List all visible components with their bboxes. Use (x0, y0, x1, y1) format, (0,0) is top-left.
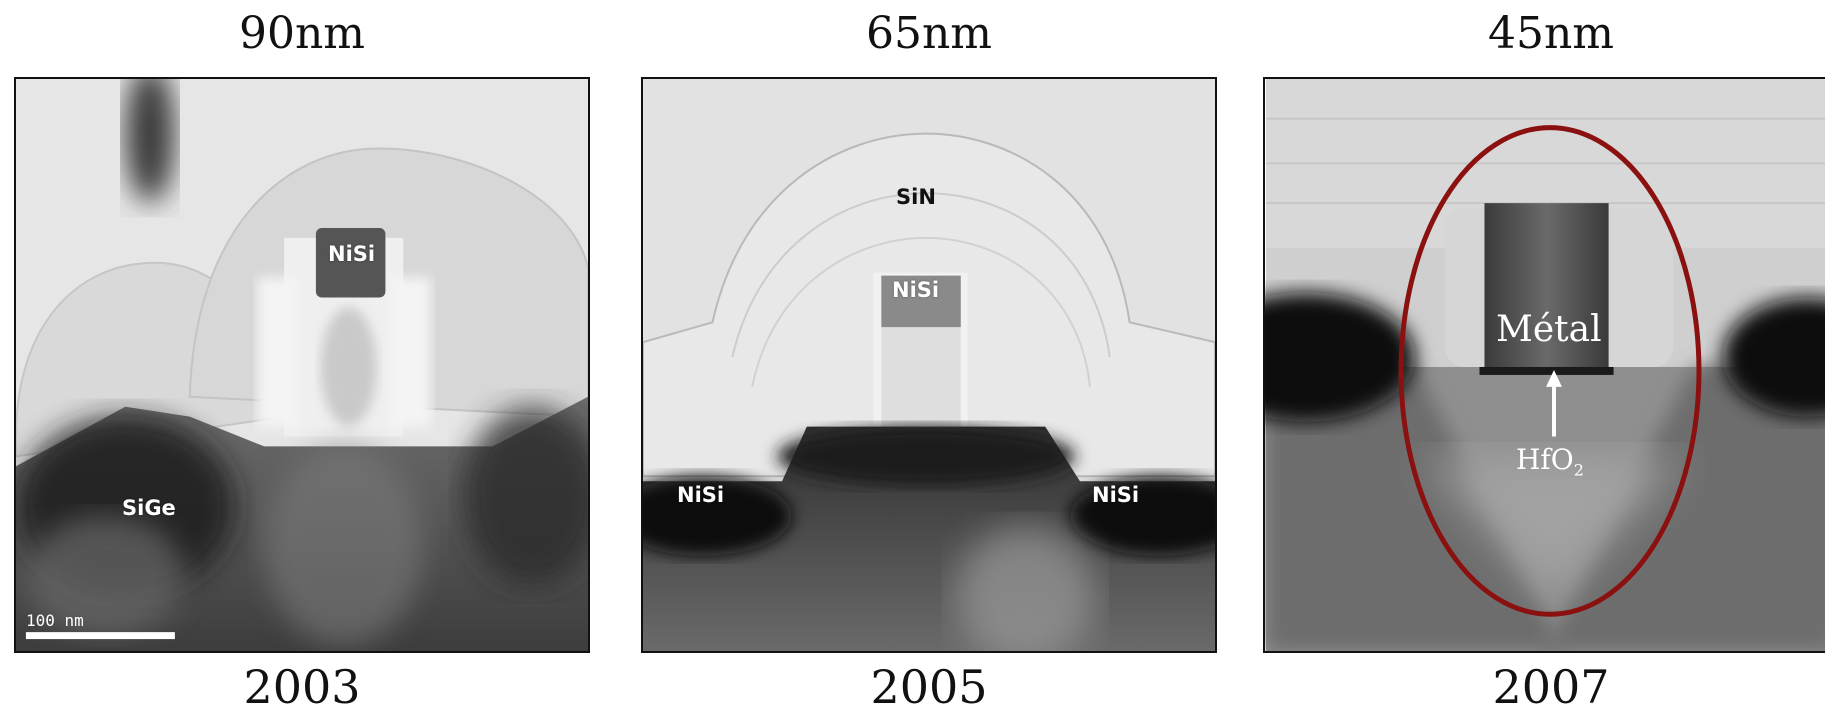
node-label-90nm: 90nm (238, 8, 366, 59)
tem-image-45nm: Métal HfO2 (1263, 77, 1825, 653)
label-nisi-left: NiSi (677, 483, 725, 507)
label-sige: SiGe (122, 496, 176, 520)
scale-bar-label: 100 nm (26, 611, 84, 630)
arrow-head (1546, 369, 1562, 387)
tem-45nm-graphic (1265, 79, 1825, 651)
hfo2-base: HfO (1516, 443, 1574, 476)
node-label-45nm: 45nm (1487, 8, 1615, 59)
label-nisi-right: NiSi (1092, 483, 1140, 507)
tem-90nm-graphic (16, 79, 588, 651)
label-nisi-gate-90nm: NiSi (328, 242, 376, 266)
tem-image-90nm: NiSi SiGe 100 nm (14, 77, 590, 653)
label-nisi-gate-65nm: NiSi (892, 278, 940, 302)
node-label-65nm: 65nm (865, 8, 993, 59)
label-metal: Métal (1496, 309, 1602, 350)
tem-65nm-graphic (643, 79, 1215, 651)
hfo2-subscript: 2 (1573, 460, 1584, 480)
year-label-2005: 2005 (870, 660, 988, 714)
year-label-2007: 2007 (1492, 660, 1610, 714)
highlight-ellipse (1398, 125, 1702, 617)
label-sin: SiN (896, 185, 936, 209)
year-label-2003: 2003 (243, 660, 361, 714)
label-hfo2: HfO2 (1516, 443, 1584, 480)
scale-bar (25, 632, 175, 640)
tem-image-65nm: SiN NiSi NiSi NiSi (641, 77, 1217, 653)
